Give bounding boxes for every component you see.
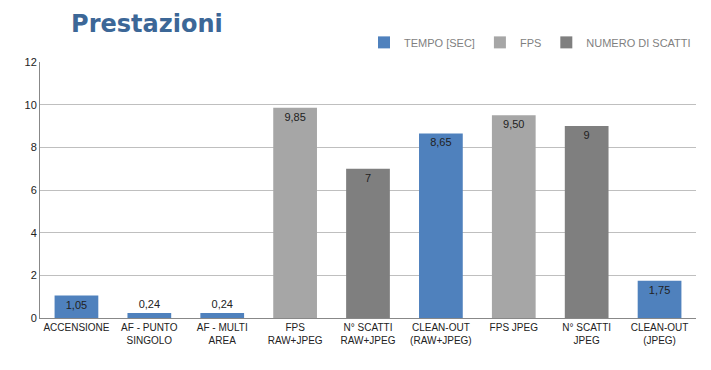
svg-text:ACCENSIONE: ACCENSIONE	[43, 322, 109, 333]
svg-text:0: 0	[31, 312, 37, 324]
svg-text:6: 6	[31, 184, 37, 196]
svg-text:NUMERO DI SCATTI: NUMERO DI SCATTI	[586, 37, 690, 49]
svg-text:0,24: 0,24	[139, 298, 160, 310]
svg-text:FPS: FPS	[520, 37, 541, 49]
svg-text:AF - MULTIAREA: AF - MULTIAREA	[197, 322, 248, 346]
svg-text:12: 12	[25, 56, 37, 68]
svg-text:TEMPO [SEC]: TEMPO [SEC]	[404, 37, 475, 49]
svg-text:Prestazioni: Prestazioni	[71, 10, 223, 38]
svg-text:CLEAN-OUT(RAW+JPEG): CLEAN-OUT(RAW+JPEG)	[410, 322, 472, 346]
svg-text:8,65: 8,65	[430, 136, 451, 148]
svg-text:FPS JPEG: FPS JPEG	[490, 322, 539, 333]
svg-text:AF - PUNTOSINGOLO: AF - PUNTOSINGOLO	[121, 322, 178, 346]
svg-text:2: 2	[31, 269, 37, 281]
svg-text:9: 9	[584, 129, 590, 141]
svg-text:7: 7	[365, 172, 371, 184]
svg-text:10: 10	[25, 99, 37, 111]
svg-text:1,75: 1,75	[649, 284, 670, 296]
svg-text:FPSRAW+JPEG: FPSRAW+JPEG	[268, 322, 323, 346]
svg-text:1,05: 1,05	[66, 299, 87, 311]
svg-text:9,85: 9,85	[284, 111, 305, 123]
svg-text:8: 8	[31, 141, 37, 153]
svg-text:N° SCATTIRAW+JPEG: N° SCATTIRAW+JPEG	[341, 322, 396, 346]
svg-text:0,24: 0,24	[212, 298, 233, 310]
svg-text:N° SCATTIJPEG: N° SCATTIJPEG	[562, 322, 611, 346]
svg-text:4: 4	[31, 227, 37, 239]
svg-text:9,50: 9,50	[503, 118, 524, 130]
svg-text:CLEAN-OUT(JPEG): CLEAN-OUT(JPEG)	[631, 322, 689, 346]
